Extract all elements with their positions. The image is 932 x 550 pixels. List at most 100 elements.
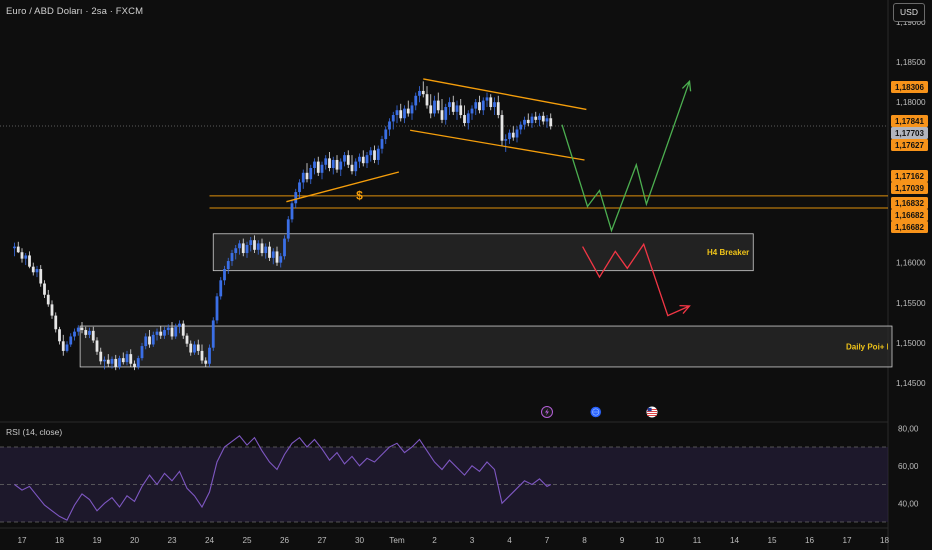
candle-body xyxy=(436,100,440,111)
candle-body xyxy=(226,261,230,270)
x-tick-label: 16 xyxy=(805,536,815,545)
candle-body xyxy=(181,323,185,336)
candle-body xyxy=(159,331,163,336)
candle-body xyxy=(478,102,481,111)
rsi-title: RSI (14, close) xyxy=(6,427,63,437)
candle-body xyxy=(526,119,530,124)
candle-body xyxy=(61,341,65,351)
candle-body xyxy=(69,336,73,345)
candle-body xyxy=(65,344,69,351)
channel-upper-line xyxy=(423,78,587,111)
bearish-projection xyxy=(582,242,690,317)
candle-body xyxy=(523,119,526,125)
bearish-projection-arrowhead xyxy=(679,304,691,315)
x-tick-label: 24 xyxy=(205,536,215,545)
us-flag-icon-stripe xyxy=(647,415,657,416)
zone-box xyxy=(79,325,893,368)
candle-body xyxy=(451,102,455,112)
candle-body xyxy=(320,164,324,173)
lightning-icon-glyph xyxy=(545,408,549,416)
candle-body xyxy=(245,245,249,254)
candle-body xyxy=(328,158,331,168)
candle-body xyxy=(185,335,189,344)
candle-body xyxy=(219,280,223,297)
candle-body xyxy=(290,203,294,220)
candle-body xyxy=(414,95,418,106)
candle-body xyxy=(271,251,275,258)
rsi-tick-label: 40,00 xyxy=(898,499,919,508)
candle-body xyxy=(331,159,335,168)
candle-body xyxy=(283,238,286,257)
candle-body xyxy=(481,100,485,111)
candle-body xyxy=(515,129,519,138)
candle-body xyxy=(440,110,444,120)
zone-label: Daily Poi+ FVG xyxy=(846,342,903,351)
candle-body xyxy=(350,164,354,172)
zone-box xyxy=(212,233,754,272)
candle-body xyxy=(215,296,219,321)
trendline xyxy=(286,171,400,203)
candle-body xyxy=(125,354,129,363)
price-tag xyxy=(891,81,928,93)
candle-body xyxy=(504,139,508,141)
us-flag-icon-stripe xyxy=(647,409,657,410)
candle-body xyxy=(493,102,496,108)
candle-body xyxy=(343,155,346,162)
candle-body xyxy=(140,346,144,359)
x-tick-label: 2 xyxy=(432,536,437,545)
x-tick-label: 7 xyxy=(545,536,550,545)
candle-body xyxy=(380,139,384,149)
candle-body xyxy=(106,359,110,364)
candle-body xyxy=(155,331,159,335)
y-tick-label: 1,15000 xyxy=(896,339,926,348)
candle-body xyxy=(163,330,166,336)
y-tick-label: 1,19000 xyxy=(896,18,926,27)
candle-body xyxy=(88,330,91,335)
candle-body xyxy=(549,118,553,127)
candle-body xyxy=(511,132,515,138)
candle-body xyxy=(118,358,121,367)
candle-body xyxy=(24,255,28,259)
rsi-line xyxy=(14,435,552,521)
bullish-projection xyxy=(561,81,691,233)
price-tag xyxy=(891,170,928,182)
y-tick-label: 1,16000 xyxy=(896,259,926,268)
candle-body xyxy=(50,304,54,316)
candle-body xyxy=(80,327,84,331)
y-tick-label: 1,15500 xyxy=(896,299,926,308)
candle-body xyxy=(144,336,148,347)
candle-body xyxy=(249,240,253,246)
candle-body xyxy=(309,167,313,180)
candle-body xyxy=(463,115,466,124)
candle-body xyxy=(534,116,538,120)
candle-body xyxy=(275,251,279,263)
candle-body xyxy=(361,156,365,164)
candle-body xyxy=(268,246,271,258)
candle-body xyxy=(121,358,125,363)
candle-body xyxy=(193,344,196,353)
candle-body xyxy=(241,243,245,254)
candle-body xyxy=(444,107,448,120)
rsi-tick-label: 60,00 xyxy=(898,462,919,471)
candle-body xyxy=(316,161,320,173)
candle-body xyxy=(369,150,373,156)
price-tag xyxy=(891,221,928,233)
currency-button[interactable]: USD xyxy=(893,3,925,22)
candle-body xyxy=(448,102,451,108)
candle-body xyxy=(508,132,511,140)
candle-body xyxy=(31,266,35,273)
candle-body xyxy=(391,115,395,122)
candle-body xyxy=(170,327,174,337)
x-tick-label: 8 xyxy=(582,536,587,545)
x-tick-label: 20 xyxy=(130,536,140,545)
candle-body xyxy=(406,108,410,114)
price-tag xyxy=(891,115,928,127)
price-tag xyxy=(891,209,928,221)
x-tick-label: 17 xyxy=(17,536,27,545)
candle-body xyxy=(73,331,76,337)
candle-body xyxy=(46,294,50,305)
candle-body xyxy=(223,269,226,281)
candle-body xyxy=(376,148,380,160)
candle-body xyxy=(133,363,136,367)
